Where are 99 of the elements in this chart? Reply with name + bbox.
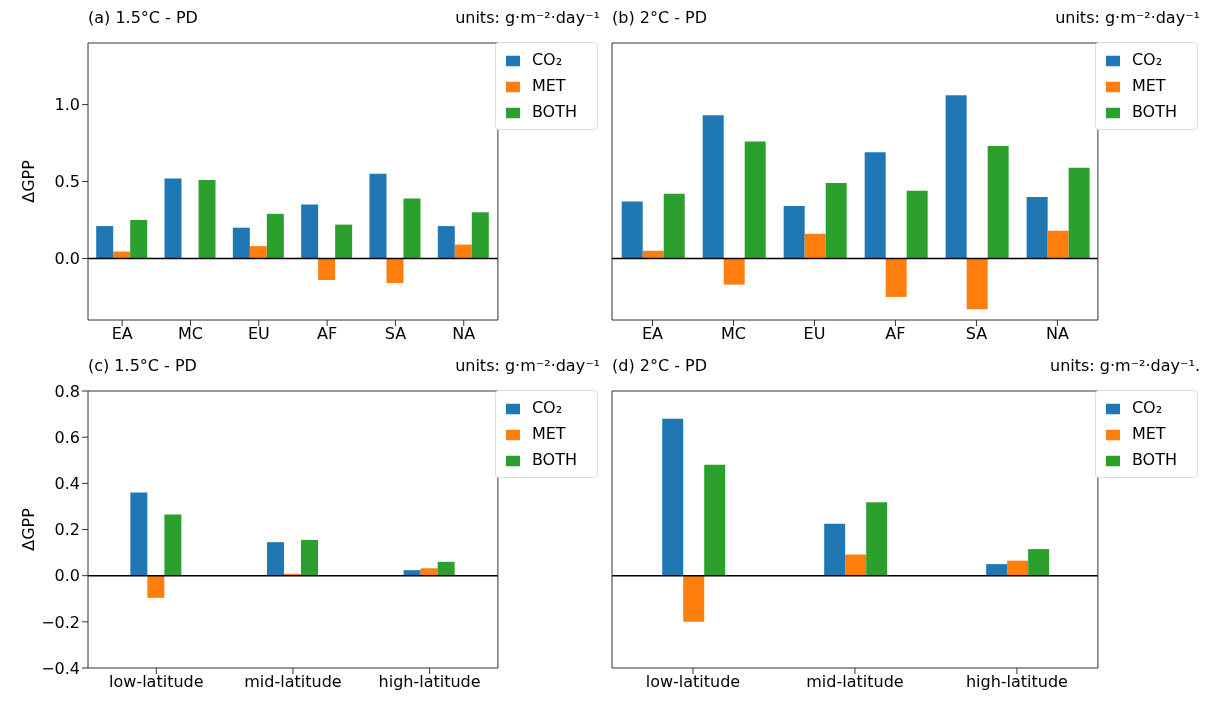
bar	[301, 204, 319, 259]
y-tick-label: 0.8	[54, 381, 80, 401]
x-tick-label: AF	[317, 324, 338, 344]
chart-title: (a) 1.5°C - PD	[88, 8, 198, 29]
y-tick-label: 0.0	[54, 566, 80, 586]
bar	[825, 183, 847, 259]
y-tick-label: 0.0	[54, 249, 80, 269]
x-tick-label: SA	[384, 324, 407, 344]
text: units: g·m⁻²·day⁻¹	[1055, 8, 1200, 27]
y-tick-label: −0.4	[41, 658, 80, 678]
bar	[1028, 549, 1050, 576]
bar	[1047, 230, 1069, 259]
y-axis-title: ΔGPP	[18, 507, 38, 551]
bar	[945, 95, 967, 259]
bar	[266, 213, 284, 259]
bar	[147, 575, 165, 598]
bar	[471, 212, 489, 259]
bar	[704, 464, 726, 576]
bar	[966, 258, 988, 310]
bar	[864, 152, 886, 259]
legend-label: CO₂	[1131, 398, 1163, 417]
bar	[164, 178, 182, 259]
x-tick-label: SA	[965, 324, 988, 344]
bar	[744, 141, 766, 259]
bar	[866, 502, 888, 576]
bar	[454, 244, 472, 259]
bar	[1068, 167, 1090, 259]
bar	[1026, 196, 1048, 259]
x-tick-label: MC	[177, 324, 203, 344]
bar	[335, 224, 353, 259]
bar	[986, 564, 1008, 576]
bar	[804, 233, 826, 259]
x-tick-label: mid-latitude	[806, 672, 904, 692]
y-tick-label: 0.4	[54, 474, 80, 494]
bar	[885, 258, 907, 297]
x-tick-label: EU	[803, 324, 826, 344]
x-tick-label: NA	[452, 324, 476, 344]
bar	[783, 206, 805, 259]
bar	[906, 190, 928, 259]
bar	[642, 250, 664, 259]
y-tick-label: 1.0	[54, 95, 80, 115]
legend-label: CO₂	[1131, 50, 1163, 69]
bar	[987, 146, 1009, 259]
chart-title: (d) 2°C - PD	[612, 356, 707, 377]
bar	[249, 246, 267, 259]
legend-label: BOTH	[531, 102, 577, 121]
bar	[130, 492, 148, 576]
chart-title: (b) 2°C - PD	[612, 8, 707, 29]
x-tick-label: high-latitude	[378, 672, 481, 692]
legend-label: CO₂	[531, 50, 563, 69]
bar	[662, 418, 684, 576]
legend-label: CO₂	[531, 398, 563, 417]
x-tick-label: EA	[641, 324, 664, 344]
legend-label: BOTH	[531, 450, 577, 469]
bar	[266, 542, 284, 576]
bar	[198, 179, 216, 259]
y-tick-label: −0.2	[41, 612, 80, 632]
bar	[403, 198, 421, 259]
bar	[824, 523, 846, 576]
bar	[437, 561, 455, 576]
x-tick-label: high-latitude	[965, 672, 1068, 692]
legend-label: MET	[531, 424, 566, 443]
legend-label: BOTH	[1131, 450, 1177, 469]
legend-label: BOTH	[1131, 102, 1177, 121]
bar	[663, 193, 685, 259]
text: units: g·m⁻²·day⁻¹	[455, 8, 600, 27]
bar	[386, 258, 404, 284]
chart-title: (c) 1.5°C - PD	[88, 356, 197, 377]
y-axis-title: ΔGPP	[18, 159, 38, 203]
bar	[369, 173, 387, 259]
bar	[164, 514, 182, 576]
y-tick-label: 0.5	[54, 172, 80, 192]
y-tick-label: 0.2	[54, 520, 80, 540]
bar	[723, 258, 745, 285]
x-tick-label: mid-latitude	[244, 672, 342, 692]
x-tick-label: AF	[885, 324, 906, 344]
bar	[96, 226, 114, 259]
bar	[845, 554, 867, 576]
legend-label: MET	[1131, 424, 1166, 443]
bar	[232, 227, 250, 259]
text: units: g·m⁻²·day⁻¹.	[1050, 356, 1200, 375]
x-tick-label: EU	[247, 324, 270, 344]
bar	[318, 258, 336, 280]
x-tick-label: MC	[720, 324, 746, 344]
bar	[300, 539, 318, 576]
bar	[683, 575, 705, 622]
bar	[1007, 560, 1029, 576]
legend-label: MET	[531, 76, 566, 95]
bar	[702, 115, 724, 259]
bar	[437, 226, 455, 259]
x-tick-label: EA	[111, 324, 133, 344]
y-tick-label: 0.6	[54, 427, 80, 447]
bar	[621, 201, 643, 259]
text: units: g·m⁻²·day⁻¹	[455, 356, 600, 375]
x-tick-label: low-latitude	[645, 672, 741, 692]
legend-label: MET	[1131, 76, 1166, 95]
x-tick-label: NA	[1045, 324, 1069, 344]
x-tick-label: low-latitude	[109, 672, 204, 692]
bar	[130, 219, 148, 259]
